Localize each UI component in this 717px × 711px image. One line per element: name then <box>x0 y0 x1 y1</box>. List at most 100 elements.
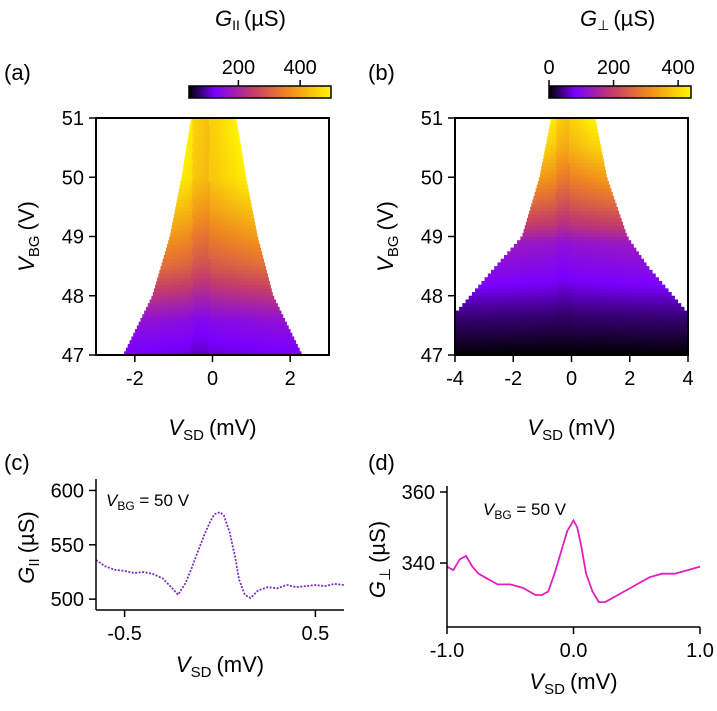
heatmap-cell <box>246 221 250 226</box>
heatmap-cell <box>548 332 555 338</box>
heatmap-cell <box>232 232 236 238</box>
heatmap-cell <box>577 203 581 208</box>
heatmap-cell <box>559 199 562 204</box>
heatmap-cell <box>600 162 603 167</box>
heatmap-cell <box>554 321 561 326</box>
heatmap-cell <box>178 210 181 215</box>
heatmap-cell <box>206 147 209 152</box>
heatmap-cell <box>571 136 574 141</box>
heatmap-cell <box>245 340 251 345</box>
heatmap-cell <box>608 284 615 289</box>
heatmap-cell <box>505 266 511 271</box>
heatmap-cell <box>243 243 247 249</box>
heatmap-cell <box>570 243 575 249</box>
heatmap-cell <box>495 351 503 355</box>
heatmap-cell <box>566 177 569 182</box>
heatmap-cell <box>188 147 191 152</box>
heatmap-cell <box>550 199 554 204</box>
heatmap-cell <box>588 180 592 186</box>
heatmap-cell <box>600 310 607 315</box>
heatmap-cell <box>170 229 174 234</box>
heatmap-cell <box>610 266 615 271</box>
heatmap-cell <box>210 136 213 141</box>
heatmap-cell <box>645 299 652 304</box>
heatmap-cell <box>229 169 232 175</box>
heatmap-cell <box>217 158 220 164</box>
heatmap-cell <box>226 269 230 275</box>
heatmap-cell <box>583 155 586 160</box>
heatmap-cell <box>157 284 162 289</box>
heatmap-cell <box>236 266 240 271</box>
heatmap-cell <box>544 199 548 204</box>
heatmap-cell <box>206 292 211 297</box>
heatmap-cell <box>590 143 593 149</box>
heatmap-cell <box>193 166 196 171</box>
heatmap-cell <box>213 262 217 267</box>
heatmap-cell <box>219 118 221 123</box>
heatmap-cell <box>276 343 281 349</box>
heatmap-cell <box>193 236 197 241</box>
heatmap-cell <box>213 225 217 230</box>
heatmap-cell <box>235 258 239 264</box>
heatmap-cell <box>203 118 206 123</box>
heatmap-cell <box>548 180 551 186</box>
heatmap-cell <box>227 251 231 256</box>
heatmap-cell <box>169 347 175 352</box>
heatmap-cell <box>201 136 204 141</box>
heatmap-cell <box>553 136 556 141</box>
heatmap-cell <box>559 325 567 330</box>
heatmap-cell <box>627 306 634 312</box>
heatmap-cell <box>185 310 190 315</box>
heatmap-cell <box>220 195 224 201</box>
heatmap-cell <box>226 310 231 315</box>
heatmap-cell <box>553 140 555 145</box>
heatmap-cell <box>147 310 152 315</box>
heatmap-cell <box>251 251 255 256</box>
heatmap-cell <box>588 132 590 138</box>
heatmap-cell <box>598 199 601 204</box>
heatmap-cell <box>484 310 492 315</box>
heatmap-cell <box>217 214 221 219</box>
heatmap-cell <box>208 195 211 201</box>
heatmap-cell <box>490 310 497 315</box>
heatmap-cell <box>280 317 286 323</box>
heatmap-cell <box>216 143 219 149</box>
heatmap-cell <box>576 303 584 308</box>
heatmap-cell <box>196 118 199 123</box>
heatmap-cell <box>545 162 548 167</box>
heatmap-cell <box>238 140 241 145</box>
heatmap-cell <box>195 151 198 156</box>
heatmap-cell <box>224 288 228 293</box>
heatmap-cell <box>200 262 204 267</box>
heatmap-cell <box>593 303 600 308</box>
heatmap-cell <box>204 129 207 134</box>
heatmap-cell <box>225 299 229 304</box>
heatmap-cell <box>195 158 198 164</box>
heatmap-cell <box>263 310 268 315</box>
heatmap-cell <box>513 325 520 330</box>
heatmap-cell <box>213 229 217 234</box>
heatmap-cell <box>569 180 572 186</box>
heatmap-cell <box>581 173 584 178</box>
heatmap-cell <box>571 140 574 145</box>
heatmap-cell <box>179 240 183 245</box>
heatmap-cell <box>226 155 229 160</box>
heatmap-cell <box>270 329 276 334</box>
heatmap-cell <box>567 199 571 204</box>
heatmap-cell <box>239 188 242 193</box>
heatmap-cell <box>460 325 468 330</box>
heatmap-cell <box>213 221 217 226</box>
heatmap-cell <box>587 143 590 149</box>
heatmap-cell <box>569 132 572 138</box>
heatmap-cell <box>472 347 479 352</box>
heatmap-cell <box>571 314 578 319</box>
heatmap-cell <box>182 321 188 326</box>
heatmap-cell <box>265 299 270 304</box>
heatmap-cell <box>196 125 199 130</box>
heatmap-cell <box>530 206 533 212</box>
heatmap-cell <box>590 266 596 271</box>
heatmap-cell <box>540 177 543 182</box>
heatmap-cell <box>513 347 520 352</box>
heatmap-cell <box>577 155 580 160</box>
heatmap-cell <box>198 184 201 189</box>
